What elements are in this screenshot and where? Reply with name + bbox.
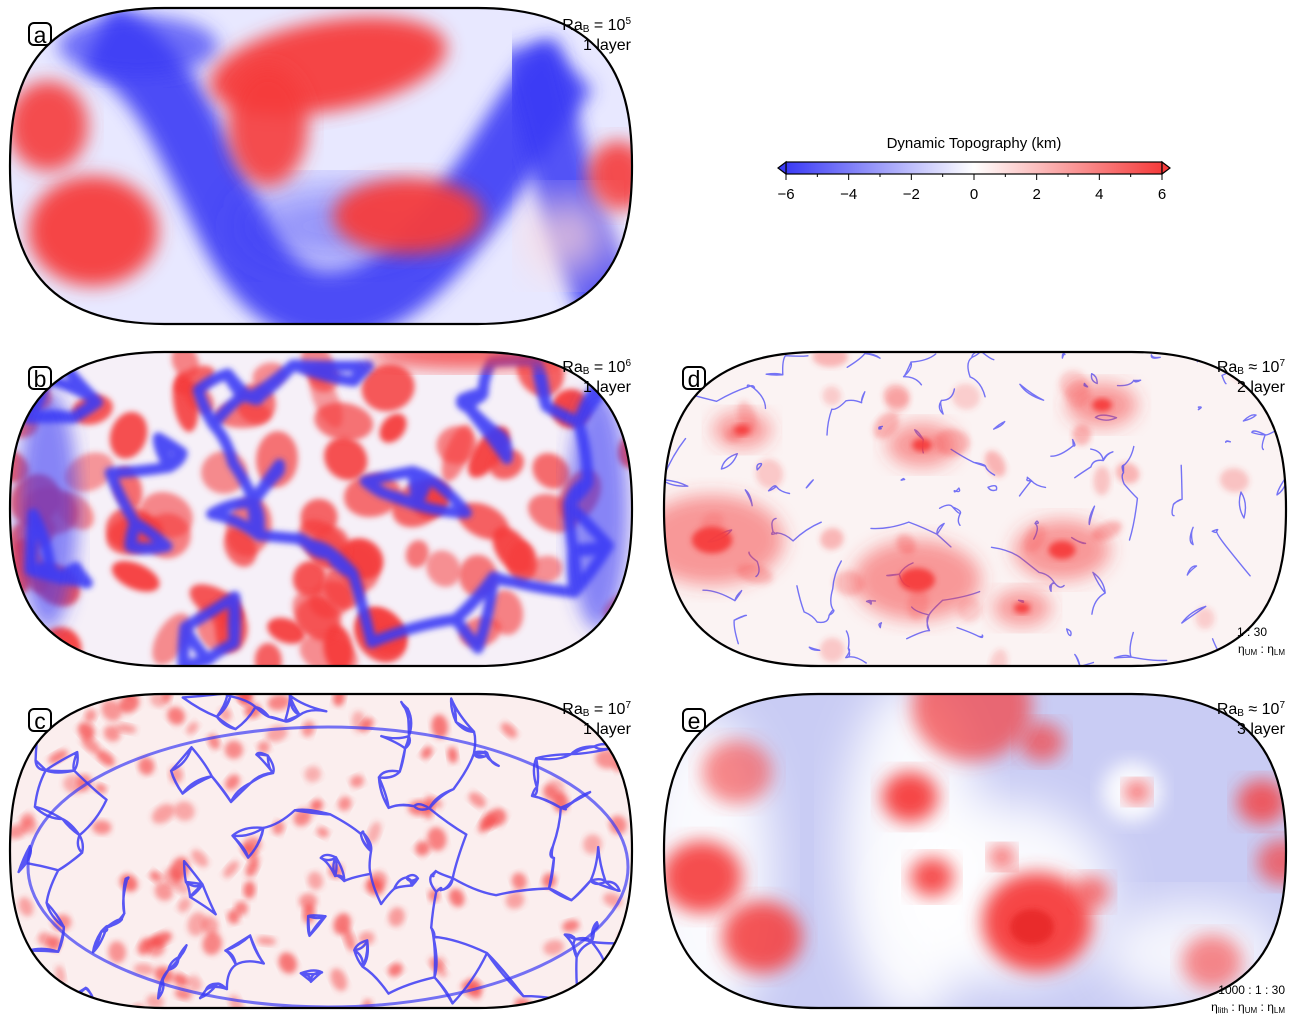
panel-letter-b: b bbox=[28, 366, 52, 391]
map-outline-b bbox=[8, 350, 634, 668]
colorbar-tick-label: 6 bbox=[1157, 186, 1167, 203]
map-panel-a bbox=[8, 6, 634, 326]
layer-label-b: 1 layer bbox=[582, 379, 631, 396]
rayleigh-label-e: RaB ≈ 107 bbox=[1216, 700, 1285, 719]
topography-field-e bbox=[664, 694, 1286, 1008]
panel-letter-e: e bbox=[682, 708, 706, 733]
map-panel-b bbox=[8, 350, 634, 668]
colorbar-tick-label: −4 bbox=[840, 186, 858, 203]
topography-field-d bbox=[664, 352, 1286, 666]
colorbar-extend-max bbox=[1161, 160, 1171, 176]
viscosity-ratio-values-e: 1000 : 1 : 30 bbox=[1218, 983, 1285, 997]
colorbar-tick-label: −2 bbox=[902, 186, 920, 203]
panel-letter-a: a bbox=[28, 22, 52, 47]
map-panel-d bbox=[662, 350, 1288, 668]
map-outline-a bbox=[8, 6, 634, 326]
colorbar-tick-label: 2 bbox=[1032, 186, 1041, 203]
layer-label-d: 2 layer bbox=[1236, 379, 1285, 396]
colorbar-title: Dynamic Topography (km) bbox=[886, 135, 1062, 152]
map-outline-c bbox=[8, 692, 634, 1010]
topography-field-b bbox=[10, 352, 632, 666]
colorbar-tick-label: 4 bbox=[1095, 186, 1104, 203]
colorbar-extend-min bbox=[777, 160, 787, 176]
panel-letter-c: c bbox=[28, 708, 52, 733]
colorbar bbox=[777, 160, 1171, 180]
map-outline-e bbox=[662, 692, 1288, 1010]
layer-label-a: 1 layer bbox=[582, 37, 631, 54]
topography-field-a bbox=[10, 8, 632, 324]
colorbar-tick-label: −6 bbox=[777, 186, 795, 203]
map-outline-d bbox=[662, 350, 1288, 668]
rayleigh-label-c: RaB = 107 bbox=[562, 700, 631, 719]
layer-label-e: 3 layer bbox=[1236, 721, 1285, 738]
map-panel-c bbox=[8, 692, 634, 1010]
panel-letter-d: d bbox=[682, 366, 706, 391]
rayleigh-label-b: RaB = 106 bbox=[562, 358, 631, 377]
layer-label-c: 1 layer bbox=[582, 721, 631, 738]
rayleigh-label-d: RaB ≈ 107 bbox=[1216, 358, 1285, 377]
colorbar-tick-label: 0 bbox=[969, 186, 979, 203]
map-panel-e bbox=[662, 692, 1288, 1010]
viscosity-ratio-names-e: ηlith : ηUM : ηLM bbox=[1211, 1000, 1285, 1015]
colorbar-gradient bbox=[785, 161, 1163, 175]
rayleigh-label-a: RaB = 105 bbox=[562, 16, 631, 35]
viscosity-ratio-values-d: 1 : 30 bbox=[1236, 625, 1267, 639]
viscosity-ratio-names-d: ηUM : ηLM bbox=[1238, 642, 1285, 657]
topography-field-c bbox=[10, 694, 632, 1008]
